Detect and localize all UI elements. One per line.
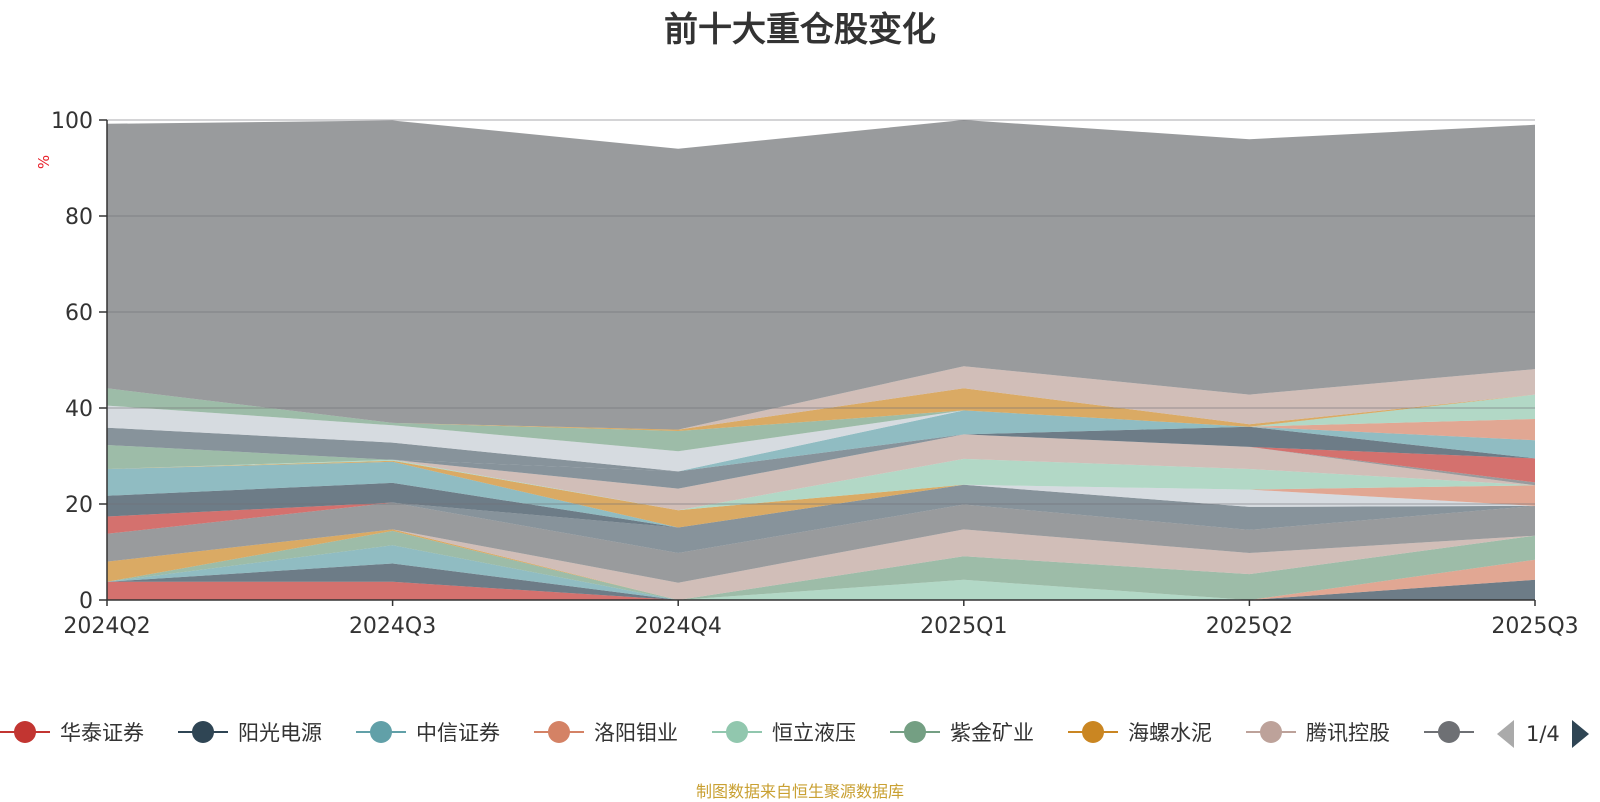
legend-label: 华泰证券 [60,721,144,745]
legend-pager: 1/4 [1497,718,1589,750]
legend-marker-icon [1424,718,1474,746]
data-source-note: 制图数据来自恒生聚源数据库 [695,782,904,801]
legend-label: 洛阳钼业 [594,721,678,745]
legend-marker-icon [178,718,228,746]
legend-label: 中信证券 [416,721,500,745]
area-series-31[interactable] [107,366,1535,430]
area-series-7[interactable] [107,529,1535,600]
area-series-17[interactable] [107,458,1535,511]
y-tick-label: 20 [65,493,93,518]
legend-next-page-icon[interactable] [1571,720,1589,748]
legend-marker-icon [356,718,406,746]
legend-item[interactable]: 华泰证券 [0,712,144,752]
y-tick-label: 80 [65,205,93,230]
area-series-10[interactable] [107,484,1535,553]
area-series-8[interactable] [107,529,1535,600]
legend-marker-icon [890,718,940,746]
area-series-27[interactable] [107,405,1535,472]
area-series-30[interactable] [107,388,1535,431]
legend-marker-icon [1068,718,1118,746]
y-tick-label: 40 [65,397,93,422]
x-tick-label: 2025Q2 [1206,614,1293,639]
x-tick-label: 2024Q3 [349,614,436,639]
legend-prev-page-icon[interactable] [1497,720,1514,748]
legend-item[interactable] [1424,712,1480,752]
area-series-16[interactable] [107,460,1535,528]
legend-label: 海螺水泥 [1128,721,1212,745]
x-tick-label: 2025Q1 [920,614,1007,639]
legend-item[interactable]: 海螺水泥 [1068,712,1212,752]
area-series-32[interactable] [107,120,1535,430]
area-series-9[interactable] [107,502,1535,583]
area-series-26[interactable] [107,410,1535,472]
chart-title: 前十大重仓股变化 [664,10,936,50]
area-series-14[interactable] [107,461,1535,528]
legend-item[interactable]: 洛阳钼业 [534,712,678,752]
legend-label: 阳光电源 [238,721,322,745]
y-tick-label: 0 [79,589,93,614]
y-tick-label: 60 [65,301,93,326]
area-series-22[interactable] [107,426,1535,472]
area-series-6[interactable] [107,530,1535,600]
area-series-18[interactable] [107,434,1535,511]
legend-label: 恒立液压 [772,721,856,745]
legend-marker-icon [712,718,762,746]
legend-marker-icon [1246,718,1296,746]
legend-marker-icon [0,718,50,746]
legend-label: 腾讯控股 [1306,721,1390,745]
x-tick-label: 2024Q2 [63,614,150,639]
legend-item[interactable]: 恒立液压 [712,712,856,752]
legend-item[interactable]: 腾讯控股 [1246,712,1390,752]
area-series-20[interactable] [107,434,1535,489]
y-axis-unit-label: % [35,155,53,169]
legend-item[interactable]: 中信证券 [356,712,500,752]
chart-legend: 华泰证券 阳光电源 中信证券 洛阳钼业 恒立液压 紫金矿业 海螺水泥 腾讯控股 [0,712,1480,752]
x-tick-label: 2025Q3 [1491,614,1578,639]
legend-marker-icon [534,718,584,746]
y-tick-label: 100 [51,109,93,134]
area-series-1[interactable] [107,581,1535,600]
legend-label: 紫金矿业 [950,721,1034,745]
legend-item[interactable]: 阳光电源 [178,712,322,752]
area-series-11[interactable] [107,484,1535,534]
legend-item[interactable]: 紫金矿业 [890,712,1034,752]
x-tick-label: 2024Q4 [635,614,722,639]
legend-page-indicator: 1/4 [1526,722,1560,746]
stacked-area-chart: 0 20 40 60 80 100 2024Q2 2024Q3 2024Q4 2025Q1 2025… [35,109,1579,639]
